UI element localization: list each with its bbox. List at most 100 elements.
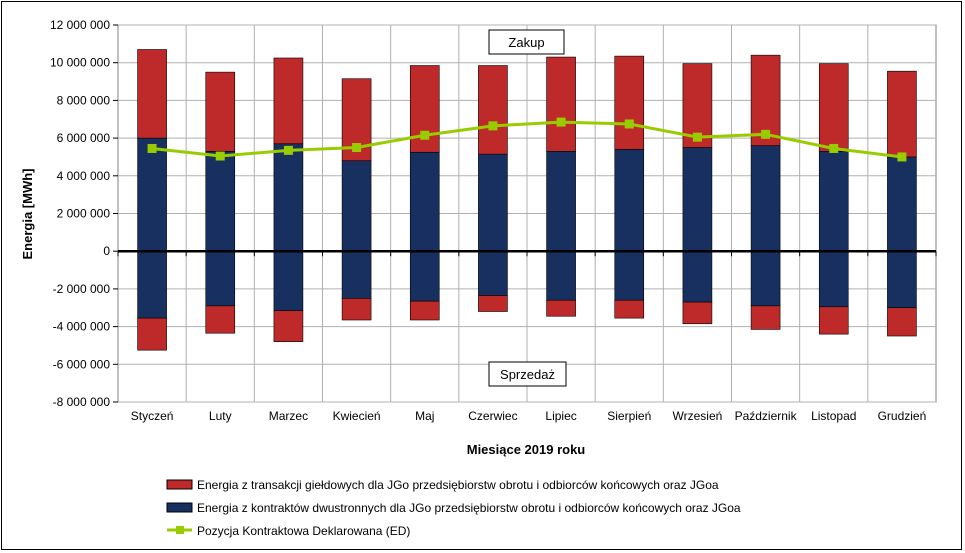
x-tick-label: Sierpień xyxy=(607,409,651,423)
bar-dwustronne-positive xyxy=(682,147,713,252)
y-tick-label: 8 000 000 xyxy=(57,93,111,107)
bar-gieldowe-positive xyxy=(137,49,167,139)
bars xyxy=(137,49,917,351)
x-tick-label: Listopad xyxy=(811,409,856,423)
bar-dwustronne-positive xyxy=(205,150,236,252)
y-tick-label: -2 000 000 xyxy=(53,282,111,296)
bar-gieldowe-positive xyxy=(546,56,576,152)
y-tick-label: 6 000 000 xyxy=(57,131,111,145)
bar-dwustronne-negative xyxy=(614,250,645,301)
bar-dwustronne-positive xyxy=(341,160,372,252)
bar-dwustronne-negative xyxy=(409,250,440,302)
ed-point-marker xyxy=(283,145,293,155)
legend-label-dwustronne: Energia z kontraktów dwustronnych dla JG… xyxy=(197,501,741,515)
bar-dwustronne-negative xyxy=(682,250,713,303)
x-tick-label: Luty xyxy=(209,409,232,423)
ed-line xyxy=(147,117,907,162)
legend-swatch-dwustronne xyxy=(166,502,193,513)
bar-gieldowe-negative xyxy=(341,298,372,321)
ed-point-marker xyxy=(488,121,498,131)
annotation-zakup-label: Zakup xyxy=(508,35,544,50)
legend: Energia z transakcji giełdowych dla JGo … xyxy=(166,478,741,538)
y-tick-label: -8 000 000 xyxy=(53,395,111,409)
x-axis-title: Miesiące 2019 roku xyxy=(467,442,586,457)
y-tick-label: -4 000 000 xyxy=(53,320,111,334)
ed-point-marker xyxy=(624,119,634,129)
bar-dwustronne-negative xyxy=(205,250,236,307)
ed-point-marker xyxy=(420,130,430,140)
bar-dwustronne-negative xyxy=(887,250,917,309)
bar-dwustronne-positive xyxy=(137,137,167,252)
legend-label-ed: Pozycja Kontraktowa Deklarowana (ED) xyxy=(197,524,410,538)
bar-gieldowe-negative xyxy=(682,301,713,325)
ed-point-marker xyxy=(897,152,907,162)
bar-gieldowe-negative xyxy=(614,299,645,319)
x-tick-label: Grudzień xyxy=(878,409,927,423)
bar-dwustronne-positive xyxy=(273,143,304,252)
y-tick-label: 12 000 000 xyxy=(50,18,110,32)
bar-gieldowe-negative xyxy=(137,317,167,351)
x-tick-label: Lipiec xyxy=(545,409,576,423)
bar-gieldowe-negative xyxy=(887,307,917,337)
bar-gieldowe-positive xyxy=(818,63,849,152)
annotation-zakup: Zakup xyxy=(488,29,565,55)
x-tick-label: Maj xyxy=(415,409,434,423)
y-tick-label: 0 xyxy=(103,244,110,258)
x-tick-label: Marzec xyxy=(269,409,308,423)
ed-point-marker xyxy=(352,143,362,153)
bar-gieldowe-negative xyxy=(818,306,849,335)
bar-dwustronne-negative xyxy=(478,250,508,296)
bar-dwustronne-positive xyxy=(750,145,781,252)
x-tick-label: Wrzesień xyxy=(673,409,723,423)
bar-gieldowe-negative xyxy=(205,305,236,334)
bar-dwustronne-negative xyxy=(137,250,167,319)
bar-dwustronne-positive xyxy=(818,150,849,252)
bar-gieldowe-positive xyxy=(478,65,508,155)
bar-gieldowe-negative xyxy=(750,305,781,330)
y-tick-label: 2 000 000 xyxy=(57,207,111,221)
bar-dwustronne-positive xyxy=(478,153,508,252)
bar-gieldowe-positive xyxy=(887,70,917,158)
bar-gieldowe-positive xyxy=(273,57,304,145)
bar-dwustronne-negative xyxy=(750,250,781,307)
y-axis-title: Energia [MWh] xyxy=(20,169,35,260)
bar-dwustronne-negative xyxy=(818,250,849,308)
bar-gieldowe-negative xyxy=(409,300,440,321)
ed-point-marker xyxy=(147,143,157,153)
legend-label-gieldowe: Energia z transakcji giełdowych dla JGo … xyxy=(197,478,719,492)
ed-point-marker xyxy=(556,117,566,127)
ed-point-marker xyxy=(215,151,225,161)
bar-dwustronne-negative xyxy=(273,250,304,311)
bar-gieldowe-positive xyxy=(614,55,645,150)
annotation-zakup-box xyxy=(488,29,565,55)
bar-gieldowe-negative xyxy=(273,310,304,342)
bar-dwustronne-positive xyxy=(546,150,576,252)
bar-gieldowe-positive xyxy=(205,71,236,152)
y-tick-label: 4 000 000 xyxy=(57,169,111,183)
ed-point-marker xyxy=(761,129,771,139)
bar-dwustronne-negative xyxy=(341,250,372,299)
x-tick-label: Styczeń xyxy=(131,409,174,423)
y-tick-label: 10 000 000 xyxy=(50,56,110,70)
annotation-sprzedaz-label: Sprzedaż xyxy=(500,367,555,382)
y-tick-label: -6 000 000 xyxy=(53,357,111,371)
x-tick-label: Kwiecień xyxy=(333,409,381,423)
ed-point-marker xyxy=(692,132,702,142)
bar-dwustronne-positive xyxy=(614,149,645,252)
ed-line-path xyxy=(151,120,903,159)
x-tick-labels: Styczeń Luty Marzec Kwiecień Maj Czerwiec Lipi… xyxy=(131,409,927,423)
annotation-sprzedaz: Sprzedaż xyxy=(488,361,567,387)
bar-gieldowe-negative xyxy=(546,299,576,317)
bar-gieldowe-negative xyxy=(478,295,508,312)
legend-swatch-gieldowe xyxy=(166,479,193,490)
y-tick-labels: -8 000 000 -6 000 000 -4 000 000 -2 000 000… xyxy=(50,18,118,409)
x-tick-label: Czerwiec xyxy=(468,409,517,423)
axes xyxy=(117,249,937,257)
bar-dwustronne-negative xyxy=(546,250,576,301)
ed-point-marker xyxy=(829,143,839,153)
x-tick-label: Październik xyxy=(735,409,798,423)
bar-dwustronne-positive xyxy=(887,156,917,252)
annotation-sprzedaz-box xyxy=(488,361,567,387)
bar-dwustronne-positive xyxy=(409,151,440,252)
